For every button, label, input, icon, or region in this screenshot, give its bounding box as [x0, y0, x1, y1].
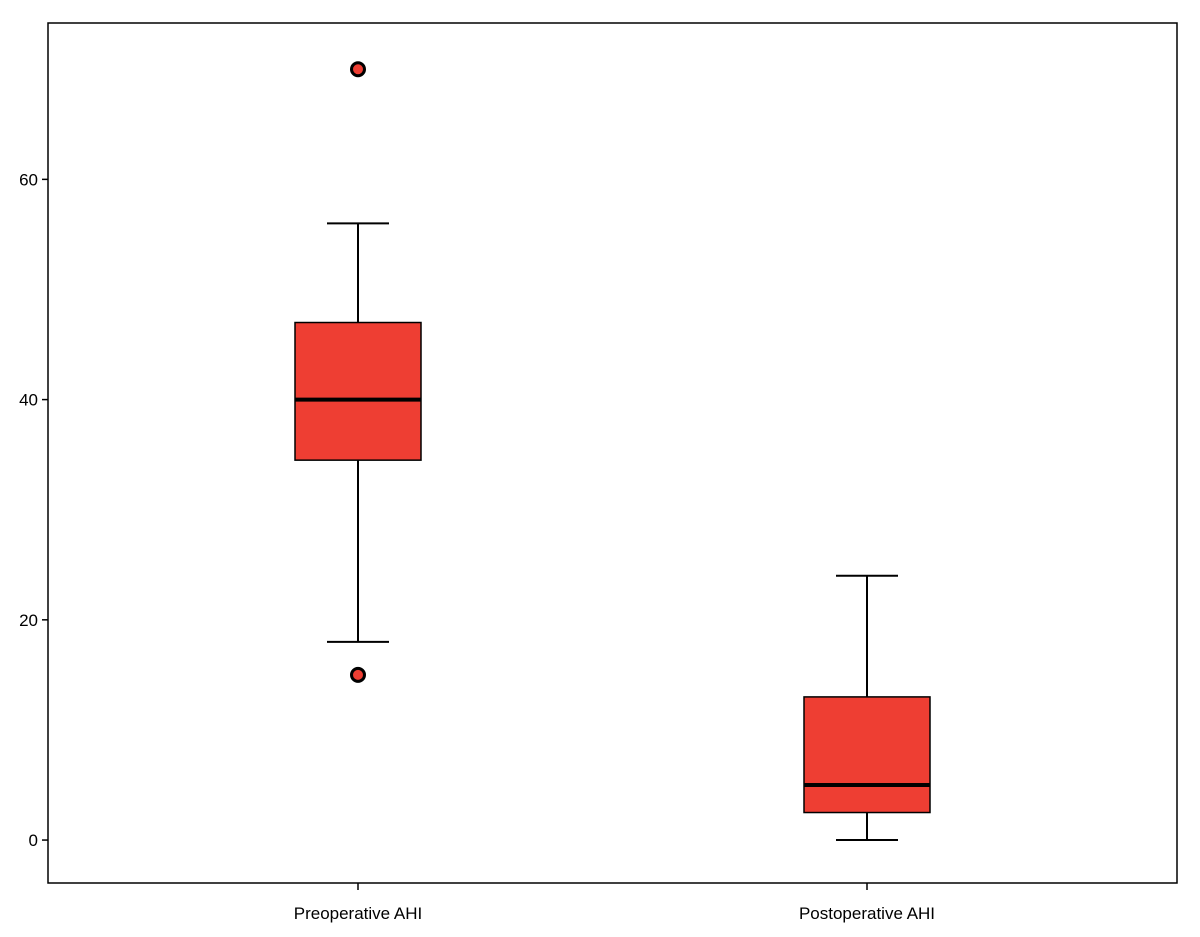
y-tick-label: 20	[19, 611, 38, 630]
plot-frame	[47, 22, 1178, 884]
box-group	[803, 574, 931, 842]
boxes	[294, 61, 931, 842]
outlier-point	[350, 666, 366, 683]
y-tick-label: 0	[29, 831, 38, 850]
x-category-label: Preoperative AHI	[294, 904, 423, 923]
y-tick-label: 40	[19, 391, 38, 410]
box-iqr	[294, 321, 422, 461]
outlier-point	[350, 61, 366, 78]
y-tick-label: 60	[19, 170, 38, 189]
box-group	[294, 61, 422, 683]
x-category-label: Postoperative AHI	[799, 904, 935, 923]
box-iqr	[803, 696, 931, 814]
y-axis: 0 20 40 60	[19, 170, 48, 850]
x-axis: Preoperative AHI Postoperative AHI	[294, 883, 935, 923]
